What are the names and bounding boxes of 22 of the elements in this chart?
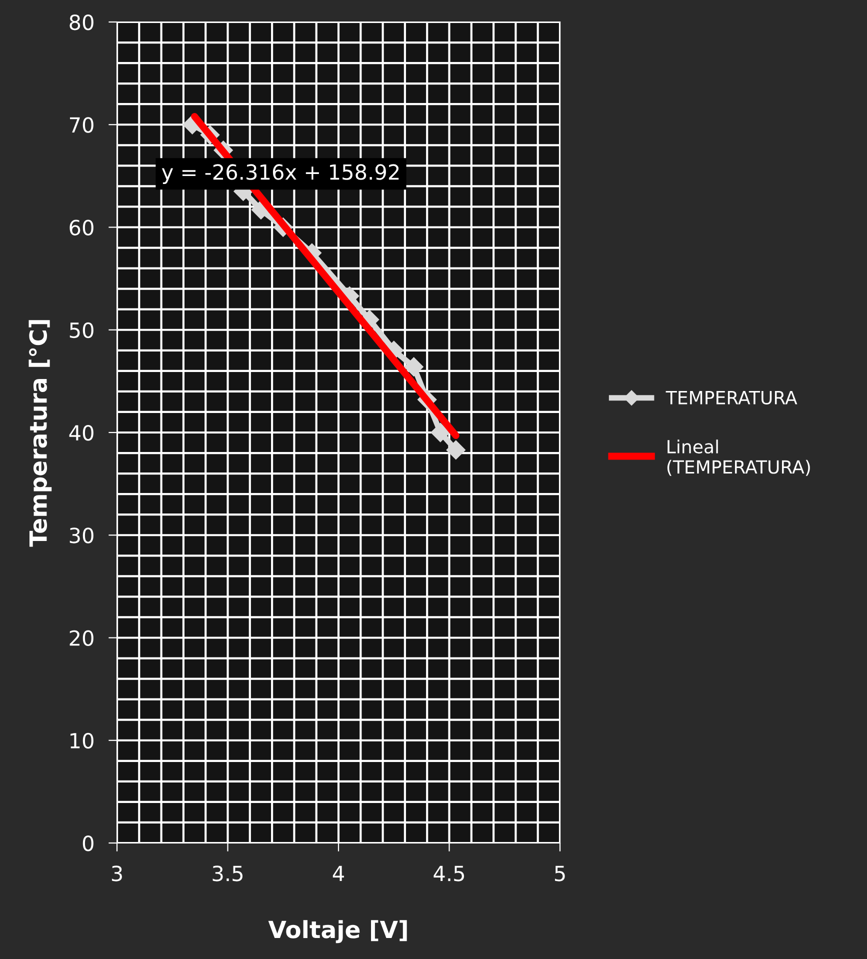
y-tick-label: 10 bbox=[70, 732, 94, 749]
point bbox=[404, 357, 424, 376]
point bbox=[446, 440, 466, 460]
x-tick-label: 4.5 bbox=[434, 866, 464, 882]
x-tick-label: 4 bbox=[332, 866, 344, 882]
y-tick-label: 60 bbox=[70, 220, 94, 236]
annotation: y = -26.316x + 158.92 bbox=[162, 164, 399, 184]
legend-label: TEMPERATURA bbox=[666, 391, 798, 404]
y-tick-label: 0 bbox=[82, 835, 94, 852]
y-axis-title: Temperatura [°C] bbox=[28, 320, 52, 547]
x-tick-label: 5 bbox=[554, 866, 565, 882]
y-tick-label: 20 bbox=[70, 630, 94, 646]
y-tick-label: 30 bbox=[70, 528, 94, 544]
y-tick-label: 40 bbox=[69, 424, 94, 441]
x-axis-title: Voltaje [V] bbox=[268, 920, 407, 944]
x-tick-label: 3.5 bbox=[212, 866, 242, 882]
point bbox=[430, 422, 450, 442]
y-tick-label: 50 bbox=[70, 322, 94, 338]
legend-label: Lineal (TEMPERATURA) bbox=[667, 440, 810, 476]
y-tick-label: 70 bbox=[70, 117, 94, 133]
x-tick-label: 3 bbox=[112, 866, 122, 882]
y-tick-label: 80 bbox=[70, 14, 94, 30]
